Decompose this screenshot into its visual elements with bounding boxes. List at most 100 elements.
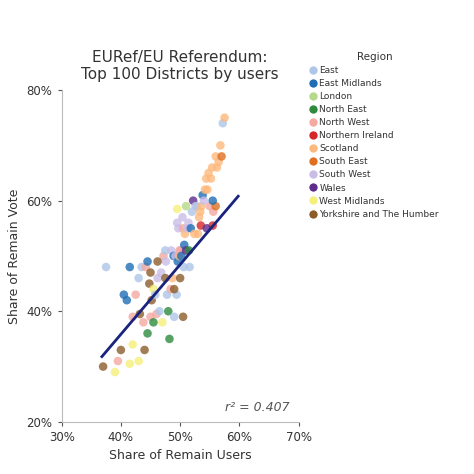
Point bbox=[201, 186, 209, 193]
Point bbox=[207, 175, 215, 182]
Point bbox=[162, 274, 169, 282]
Point bbox=[170, 285, 178, 293]
Point bbox=[187, 225, 195, 232]
Point bbox=[206, 202, 213, 210]
Legend: East, East Midlands, London, North East, North West, Northern Ireland, Scotland,: East, East Midlands, London, North East,… bbox=[310, 52, 439, 219]
Point bbox=[169, 274, 176, 282]
Point bbox=[217, 142, 224, 149]
Point bbox=[117, 346, 125, 354]
Point bbox=[163, 291, 171, 299]
Point bbox=[144, 329, 151, 337]
Point bbox=[212, 153, 219, 160]
Point bbox=[209, 164, 216, 171]
Point bbox=[138, 263, 146, 271]
Point bbox=[150, 319, 157, 326]
Point bbox=[164, 308, 172, 315]
Point bbox=[147, 269, 155, 276]
Point bbox=[215, 158, 222, 166]
Y-axis label: Share of Remain Vote: Share of Remain Vote bbox=[8, 188, 21, 324]
Point bbox=[176, 246, 183, 254]
Point bbox=[129, 313, 137, 320]
Point bbox=[155, 308, 163, 315]
Point bbox=[200, 197, 208, 204]
X-axis label: Share of Remain Users: Share of Remain Users bbox=[109, 449, 251, 463]
Point bbox=[135, 274, 142, 282]
Point bbox=[179, 213, 186, 221]
Point bbox=[176, 274, 184, 282]
Point bbox=[175, 252, 182, 260]
Point bbox=[195, 213, 203, 221]
Point bbox=[136, 310, 144, 318]
Point bbox=[199, 191, 207, 199]
Point bbox=[154, 258, 161, 265]
Point bbox=[212, 202, 219, 210]
Point bbox=[188, 208, 196, 216]
Point bbox=[193, 202, 201, 210]
Point bbox=[139, 319, 147, 326]
Point bbox=[177, 246, 184, 254]
Point bbox=[180, 263, 188, 271]
Point bbox=[167, 285, 174, 293]
Point bbox=[190, 197, 197, 204]
Point bbox=[150, 285, 157, 293]
Point bbox=[185, 246, 193, 254]
Point bbox=[210, 208, 217, 216]
Point bbox=[142, 263, 149, 271]
Point bbox=[158, 319, 166, 326]
Point bbox=[111, 368, 118, 376]
Point bbox=[146, 280, 153, 287]
Point bbox=[153, 310, 160, 318]
Point bbox=[102, 263, 110, 271]
Point bbox=[186, 263, 193, 271]
Point bbox=[218, 153, 225, 160]
Point bbox=[144, 258, 151, 265]
Point bbox=[157, 269, 165, 276]
Point bbox=[191, 230, 198, 237]
Point bbox=[205, 169, 212, 177]
Point bbox=[147, 313, 155, 320]
Point bbox=[197, 208, 204, 216]
Point bbox=[132, 291, 139, 299]
Point bbox=[141, 346, 148, 354]
Point bbox=[209, 197, 217, 204]
Point bbox=[170, 252, 177, 260]
Point bbox=[120, 291, 128, 299]
Point bbox=[179, 313, 187, 320]
Point bbox=[165, 335, 173, 343]
Point bbox=[194, 230, 202, 237]
Point bbox=[174, 225, 182, 232]
Point bbox=[154, 274, 161, 282]
Point bbox=[213, 164, 221, 171]
Point bbox=[148, 296, 155, 304]
Point bbox=[160, 252, 167, 260]
Point bbox=[185, 219, 192, 227]
Point bbox=[167, 246, 175, 254]
Point bbox=[183, 225, 191, 232]
Point bbox=[182, 202, 190, 210]
Point bbox=[181, 241, 188, 249]
Point bbox=[191, 202, 200, 210]
Point bbox=[203, 225, 210, 232]
Title: EURef/EU Referendum:
Top 100 Districts by users: EURef/EU Referendum: Top 100 Districts b… bbox=[82, 50, 279, 82]
Point bbox=[173, 219, 181, 227]
Point bbox=[114, 357, 122, 365]
Point bbox=[181, 230, 189, 237]
Text: r² = 0.407: r² = 0.407 bbox=[225, 401, 290, 414]
Point bbox=[129, 341, 137, 348]
Point bbox=[209, 222, 217, 229]
Point bbox=[162, 258, 170, 265]
Point bbox=[177, 252, 185, 260]
Point bbox=[204, 186, 211, 193]
Point bbox=[126, 263, 134, 271]
Point bbox=[173, 291, 180, 299]
Point bbox=[202, 175, 210, 182]
Point bbox=[173, 205, 181, 213]
Point bbox=[174, 258, 182, 265]
Point bbox=[182, 246, 190, 254]
Point bbox=[197, 222, 205, 229]
Point bbox=[123, 296, 130, 304]
Point bbox=[198, 202, 205, 210]
Point bbox=[162, 246, 169, 254]
Point bbox=[179, 225, 187, 232]
Point bbox=[221, 114, 228, 121]
